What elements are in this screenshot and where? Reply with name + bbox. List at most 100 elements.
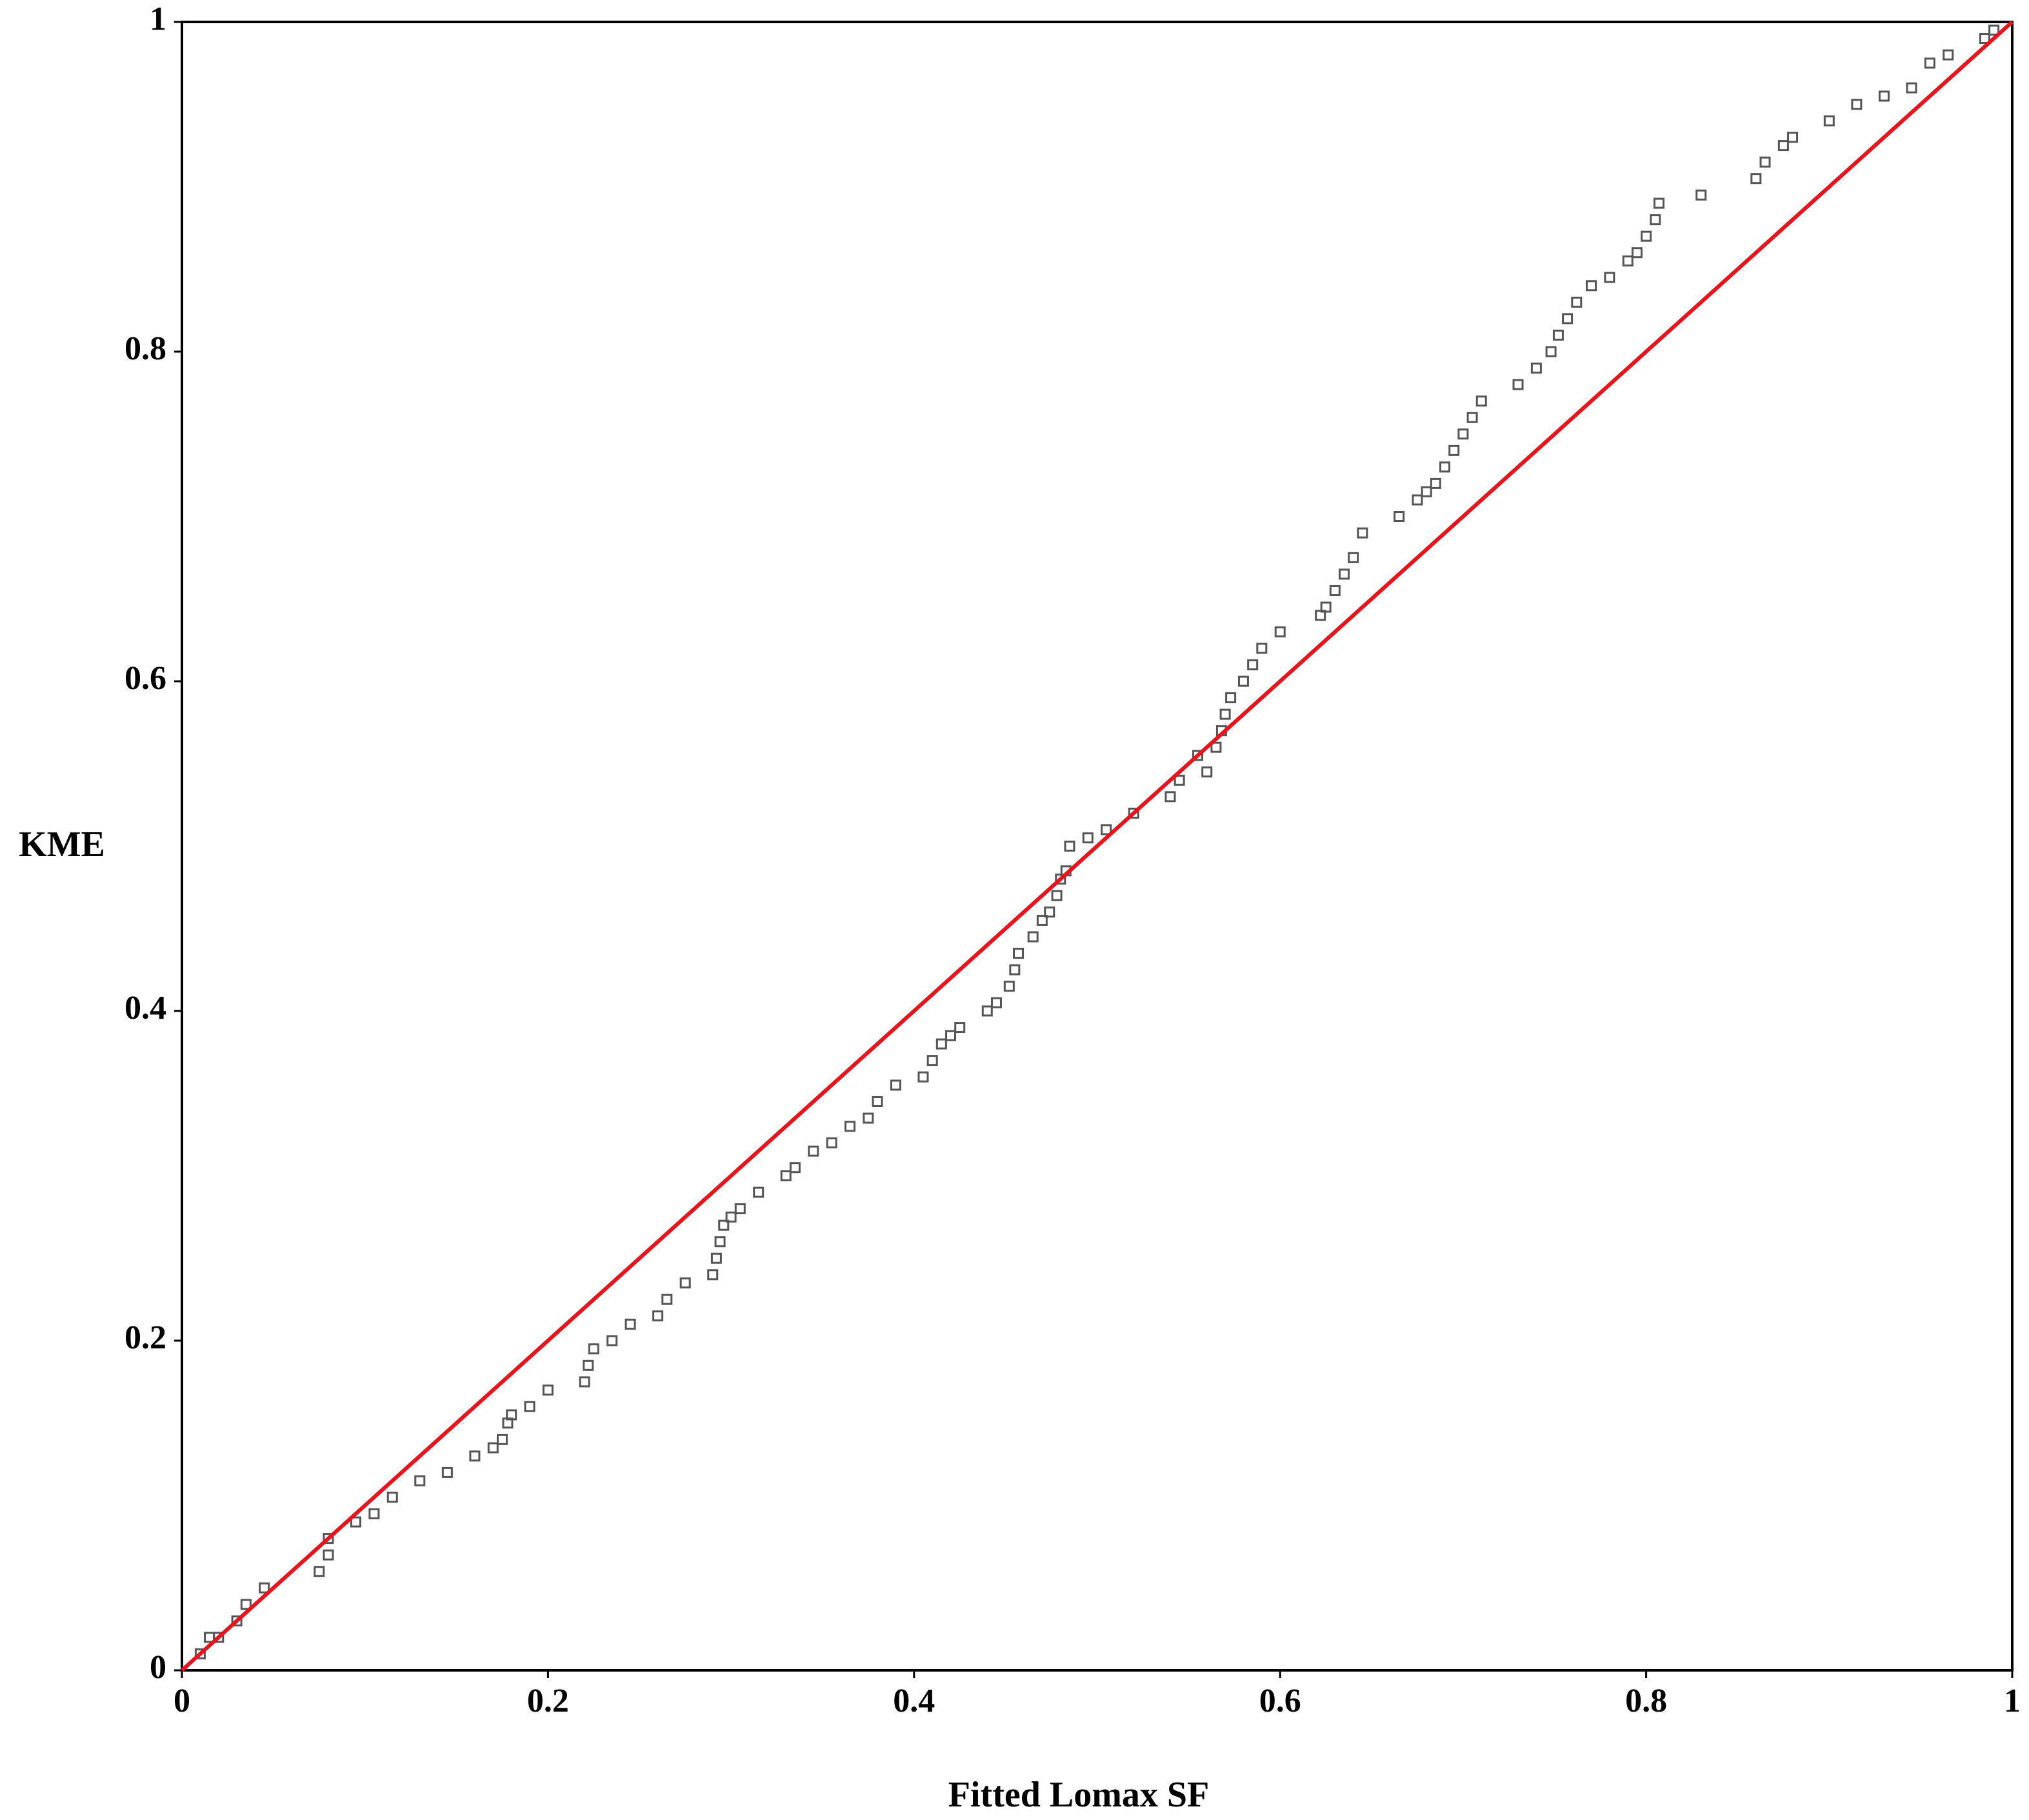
point <box>1320 601 1332 613</box>
point <box>1439 461 1451 473</box>
point <box>1552 329 1564 341</box>
point <box>542 1385 554 1396</box>
y-tick-label: 0 <box>150 1649 166 1686</box>
point <box>625 1318 636 1330</box>
y-tick-label: 0.6 <box>125 660 166 697</box>
point <box>1036 914 1048 926</box>
point <box>1201 766 1213 778</box>
point <box>1622 255 1634 266</box>
point <box>1750 173 1762 185</box>
point <box>1027 931 1039 943</box>
point <box>1641 230 1652 242</box>
point <box>1164 791 1176 803</box>
point <box>1653 197 1664 209</box>
point <box>1412 494 1423 506</box>
point <box>725 1211 737 1223</box>
point <box>496 1434 508 1445</box>
point <box>1003 981 1015 992</box>
point <box>583 1359 594 1371</box>
point <box>194 1648 206 1659</box>
point <box>231 1615 243 1626</box>
x-tick-label: 0.6 <box>1259 1683 1301 1719</box>
y-tick-label: 1 <box>150 1 166 37</box>
point <box>588 1343 599 1355</box>
point <box>1695 189 1707 201</box>
point <box>1631 247 1643 259</box>
point <box>1225 692 1237 704</box>
point <box>524 1401 535 1412</box>
point <box>579 1376 590 1388</box>
point <box>1247 659 1259 670</box>
point <box>1357 527 1368 539</box>
point <box>1585 280 1597 292</box>
point <box>1101 824 1112 835</box>
point <box>1545 346 1557 357</box>
point <box>1448 445 1460 456</box>
point <box>845 1121 856 1132</box>
point <box>1759 156 1771 168</box>
point <box>606 1335 618 1346</box>
x-tick-label: 1 <box>2004 1683 2021 1719</box>
point <box>826 1137 837 1148</box>
point <box>323 1533 334 1545</box>
point <box>872 1096 883 1108</box>
point <box>1604 272 1615 283</box>
point <box>1988 25 2000 36</box>
point <box>1256 643 1268 654</box>
point <box>1044 906 1055 918</box>
point <box>1475 395 1487 407</box>
point <box>1064 841 1075 852</box>
point <box>1421 486 1432 497</box>
point <box>1650 214 1661 226</box>
x-tick-label: 0.4 <box>893 1683 935 1719</box>
point <box>718 1219 730 1231</box>
point <box>1571 296 1583 308</box>
point <box>441 1466 453 1478</box>
point <box>1530 363 1542 374</box>
fit-line <box>180 20 2014 1672</box>
point <box>1823 115 1835 126</box>
point <box>1777 140 1789 152</box>
point <box>789 1162 801 1174</box>
point <box>1562 313 1574 325</box>
point <box>1943 49 1954 61</box>
point <box>863 1112 874 1124</box>
point <box>990 997 1002 1008</box>
point <box>1237 675 1249 687</box>
point <box>259 1582 270 1594</box>
point <box>734 1203 746 1215</box>
x-tick-label: 0 <box>174 1683 190 1719</box>
point <box>213 1632 225 1643</box>
point <box>652 1310 664 1322</box>
point <box>368 1508 380 1519</box>
point <box>1210 741 1222 753</box>
point <box>1430 477 1441 489</box>
plot-frame <box>181 21 2014 1672</box>
point <box>1851 99 1863 110</box>
point <box>753 1186 765 1198</box>
y-tick-label: 0.4 <box>125 990 166 1026</box>
point <box>487 1442 499 1454</box>
point <box>714 1236 726 1248</box>
point <box>1466 412 1478 423</box>
point <box>469 1450 481 1462</box>
point <box>240 1599 252 1610</box>
point <box>1979 33 1990 45</box>
point <box>981 1005 993 1017</box>
point <box>1512 379 1524 390</box>
point <box>1055 874 1066 885</box>
point <box>808 1145 819 1157</box>
point <box>780 1170 792 1181</box>
x-tick-label: 0.2 <box>527 1683 569 1719</box>
point <box>1338 568 1350 580</box>
point <box>1174 774 1185 786</box>
point <box>1878 90 1890 102</box>
point <box>350 1516 362 1528</box>
point <box>1051 890 1063 901</box>
point <box>954 1022 966 1034</box>
x-tick-label: 0.8 <box>1625 1683 1667 1719</box>
y-axis-label: KME <box>19 825 105 865</box>
point <box>1128 807 1139 819</box>
point <box>1329 585 1341 596</box>
